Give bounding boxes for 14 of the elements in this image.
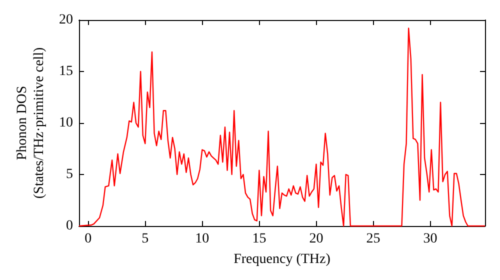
- y-tick-label: 10: [59, 116, 73, 130]
- x-axis-title: Frequency (THz): [234, 252, 331, 267]
- y-axis-title: Phonon DOS (States/THz·primitive cell): [15, 47, 48, 199]
- x-tick-label: 0: [84, 232, 92, 246]
- x-tick-label: 30: [423, 232, 438, 246]
- y-tick-label: 5: [66, 167, 73, 182]
- x-tick-label: 10: [195, 232, 210, 246]
- x-tick-label: 5: [142, 232, 149, 246]
- y-tick-label: 15: [59, 64, 73, 79]
- y-tick-label: 20: [59, 12, 73, 28]
- x-tick-label: 20: [309, 232, 324, 246]
- x-tick-label: 15: [252, 232, 266, 246]
- x-tick-label: 25: [366, 232, 380, 246]
- y-tick-label: 0: [66, 218, 73, 234]
